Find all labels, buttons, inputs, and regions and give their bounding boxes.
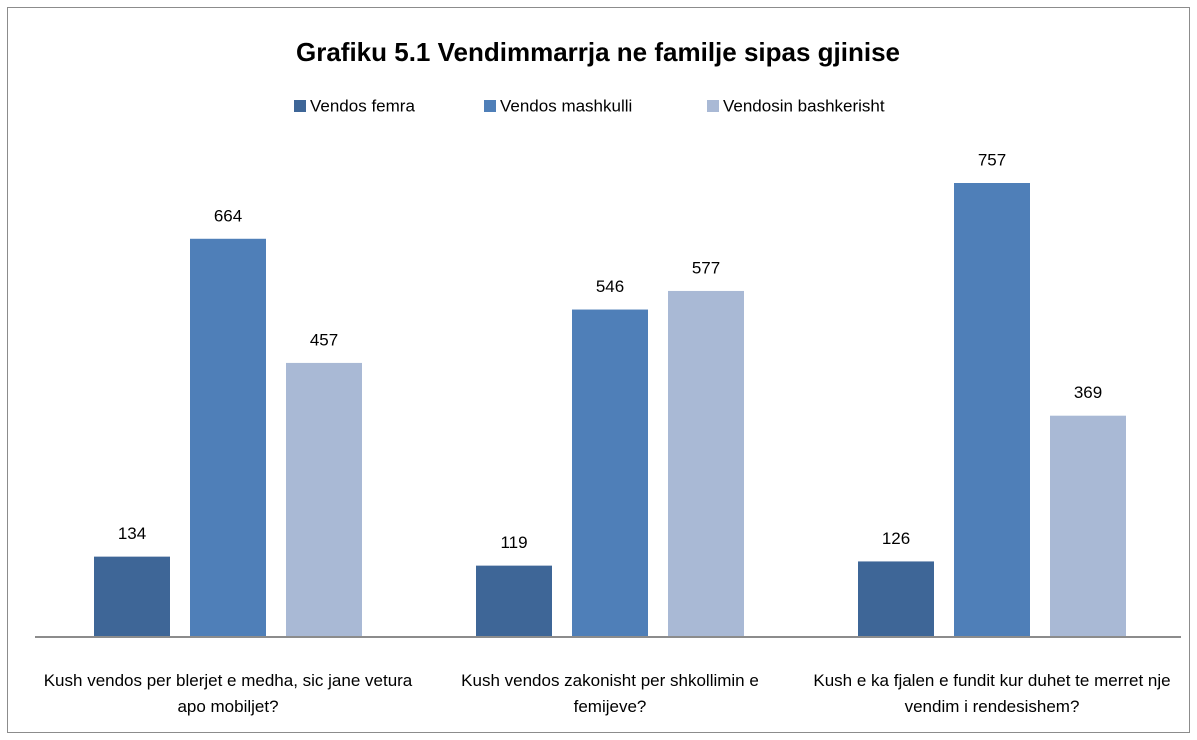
- chart-title: Grafiku 5.1 Vendimmarrja ne familje sipa…: [296, 37, 900, 67]
- data-label: 134: [118, 524, 146, 543]
- data-label: 664: [214, 206, 242, 225]
- bar: [286, 362, 362, 637]
- bar: [1050, 415, 1126, 637]
- data-label: 126: [882, 529, 910, 548]
- bar: [954, 183, 1030, 637]
- bar: [190, 238, 266, 637]
- chart-frame: Grafiku 5.1 Vendimmarrja ne familje sipa…: [7, 7, 1190, 733]
- legend-label: Vendos femra: [310, 96, 415, 115]
- x-tick-label: Kush vendos zakonisht per shkollimin e f…: [461, 671, 759, 716]
- data-label: 577: [692, 258, 720, 277]
- legend-label: Vendos mashkulli: [500, 96, 632, 115]
- legend-swatch: [484, 100, 496, 112]
- x-tick-label: Kush e ka fjalen e fundit kur duhet te m…: [813, 671, 1171, 716]
- bar: [572, 309, 648, 637]
- data-label: 457: [310, 330, 338, 349]
- bar: [94, 556, 170, 637]
- legend-swatch: [707, 100, 719, 112]
- data-label: 119: [500, 533, 527, 552]
- bar: [668, 290, 744, 637]
- bar: [476, 565, 552, 637]
- data-label: 546: [596, 277, 624, 296]
- bar: [858, 561, 934, 637]
- data-label: 369: [1074, 383, 1102, 402]
- legend-swatch: [294, 100, 306, 112]
- chart: Grafiku 5.1 Vendimmarrja ne familje sipa…: [35, 37, 1181, 638]
- x-tick-label: Kush vendos per blerjet e medha, sic jan…: [43, 671, 413, 716]
- data-label: 757: [978, 150, 1006, 169]
- legend-label: Vendosin bashkerisht: [723, 96, 885, 115]
